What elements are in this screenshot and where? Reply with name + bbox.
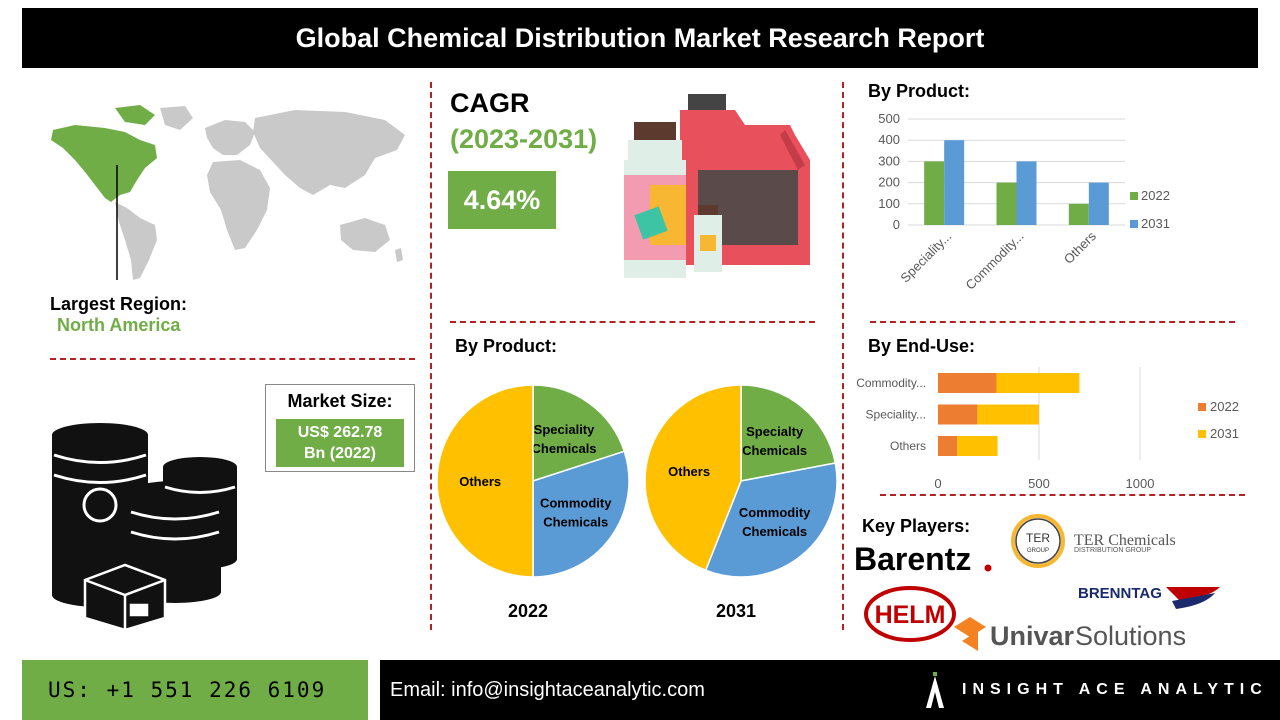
hbar-xtick-label: 500 xyxy=(1028,476,1050,491)
brand-name: INSIGHT ACE ANALYTIC xyxy=(962,681,1268,698)
largest-region-value: North America xyxy=(57,315,181,335)
divider-left xyxy=(430,82,432,630)
footer-phone[interactable]: US: +1 551 226 6109 xyxy=(22,660,368,720)
pie-slice-0-2 xyxy=(436,384,534,578)
bar-ytick-label: 100 xyxy=(878,196,900,211)
univar-logo: Univar Solutions xyxy=(954,617,1186,651)
barentz-logo: Barentz xyxy=(854,541,971,577)
bar-2022-1 xyxy=(996,182,1017,225)
pie-slice-0-0 xyxy=(532,384,626,483)
cagr-years: (2023-2031) xyxy=(450,124,598,154)
hbar-xtick-label: 0 xyxy=(934,476,941,491)
divider-region xyxy=(50,358,415,360)
brenntag-logo: BRENNTAG xyxy=(1078,585,1220,609)
cagr-title: CAGR xyxy=(450,88,530,118)
end-use-bar-chart: 0 500 1000 Commodity... Speciality... Others 2… xyxy=(856,367,1239,491)
ter-name: TER Chemicals xyxy=(1074,532,1176,549)
helm-logo: HELM xyxy=(864,586,956,642)
chemical-bottles-icon xyxy=(624,94,810,278)
hbar-2022-2 xyxy=(938,436,958,456)
footer-email[interactable]: Email: info@insightaceanalytic.com xyxy=(380,660,900,720)
hbar-legend-swatch xyxy=(1198,403,1206,411)
pie-slice-label: Speciality xyxy=(534,422,595,437)
pie-slice-label: Chemicals xyxy=(532,441,597,456)
divider-cagr xyxy=(450,321,815,323)
bar-legend-label: 2031 xyxy=(1141,216,1170,231)
pie-section-title: By Product: xyxy=(455,336,558,356)
pie-slice-label: Others xyxy=(668,464,710,479)
divider-product-bar xyxy=(870,321,1235,323)
svg-text:HELM: HELM xyxy=(875,601,946,629)
ter-sub: DISTRIBUTION GROUP xyxy=(1074,547,1151,554)
bar-ytick-label: 0 xyxy=(893,217,900,232)
hbar-category-label: Others xyxy=(890,439,926,453)
pie-slice-label: Chemicals xyxy=(742,443,807,458)
bar-legend-label: 2022 xyxy=(1141,188,1170,203)
insight-ace-logo-icon xyxy=(926,672,944,708)
bar-ytick-label: 300 xyxy=(878,153,900,168)
pie-slice-label: Commodity xyxy=(739,505,811,520)
page-title: Global Chemical Distribution Market Rese… xyxy=(22,8,1258,68)
market-size-label: Market Size: xyxy=(287,391,393,411)
market-size-value-line1: US$ 262.78 xyxy=(297,424,383,441)
hbar-2022-1 xyxy=(938,404,978,425)
hbar-2031-2 xyxy=(957,436,998,456)
footer-brand: INSIGHT ACE ANALYTIC xyxy=(900,660,1280,720)
cagr-value: 4.64% xyxy=(448,171,556,229)
bar-2022-0 xyxy=(924,161,945,225)
pie-slice-label: Chemicals xyxy=(543,515,608,530)
hbar-legend-label: 2031 xyxy=(1210,426,1239,441)
svg-text:BRENNTAG: BRENNTAG xyxy=(1078,585,1162,602)
world-map-icon xyxy=(51,105,405,280)
product-pie-charts: Speciality Chemicals Commodity Chemicals Oth… xyxy=(436,384,838,621)
divider-right xyxy=(842,82,844,630)
bar-category-label: Others xyxy=(1061,228,1100,267)
hbar-2022-0 xyxy=(938,373,997,393)
hbar-legend-swatch xyxy=(1198,430,1206,438)
bar-category-label: Speciality... xyxy=(897,229,954,286)
pie-year-label: 2031 xyxy=(716,601,756,621)
bar-ytick-label: 500 xyxy=(878,111,900,126)
bar-2031-1 xyxy=(1016,161,1037,225)
bar-section-title: By Product: xyxy=(868,81,971,101)
pie-slice-label: Others xyxy=(459,474,501,489)
bar-2031-2 xyxy=(1088,182,1109,225)
hbar-xtick-label: 1000 xyxy=(1126,476,1155,491)
bar-legend-swatch xyxy=(1130,220,1138,228)
bar-2022-2 xyxy=(1068,203,1089,225)
database-icon xyxy=(52,423,237,630)
pie-slice-label: Chemicals xyxy=(742,524,807,539)
pie-slice-1-0 xyxy=(740,384,837,482)
pie-year-label: 2022 xyxy=(508,601,548,621)
key-players-title: Key Players: xyxy=(862,516,971,536)
pie-slice-1-2 xyxy=(644,384,742,572)
bar-category-label: Commodity... xyxy=(963,229,1027,293)
bar-ytick-label: 200 xyxy=(878,175,900,190)
pie-slice-1-1 xyxy=(704,462,838,578)
hbar-category-label: Speciality... xyxy=(866,408,926,422)
pie-slice-label: Specialty xyxy=(746,424,804,439)
bar-2031-0 xyxy=(944,140,965,225)
hbar-legend-label: 2022 xyxy=(1210,399,1239,414)
hbar-2031-0 xyxy=(996,373,1080,393)
product-bar-chart: 0 100 200 300 400 500 Speciality... Commodity..… xyxy=(878,111,1170,293)
ter-badge: TER xyxy=(1026,531,1050,545)
pie-slice-0-1 xyxy=(532,450,630,578)
market-size-value: US$ 262.78 Bn (2022) xyxy=(276,419,404,467)
svg-text:Univar: Univar xyxy=(990,621,1075,651)
ter-badge-sub: GROUP xyxy=(1027,548,1049,554)
bar-ytick-label: 400 xyxy=(878,132,900,147)
player-logos: Barentz TER GROUP TER Chemicals DISTRIBU… xyxy=(854,514,1220,651)
hbar-2031-1 xyxy=(977,404,1039,425)
divider-end-use xyxy=(880,494,1245,496)
ter-logo: TER GROUP TER Chemicals DISTRIBUTION GRO… xyxy=(1011,514,1176,568)
svg-text:Solutions: Solutions xyxy=(1075,621,1186,651)
hbar-category-label: Commodity... xyxy=(856,376,926,390)
bar-legend-swatch xyxy=(1130,192,1138,200)
end-use-section-title: By End-Use: xyxy=(868,336,976,356)
pie-slice-label: Commodity xyxy=(540,496,612,511)
largest-region-label: Largest Region: xyxy=(50,294,188,314)
market-size-value-line2: Bn (2022) xyxy=(303,445,377,462)
market-size-card: Market Size: US$ 262.78 Bn (2022) xyxy=(265,384,415,472)
